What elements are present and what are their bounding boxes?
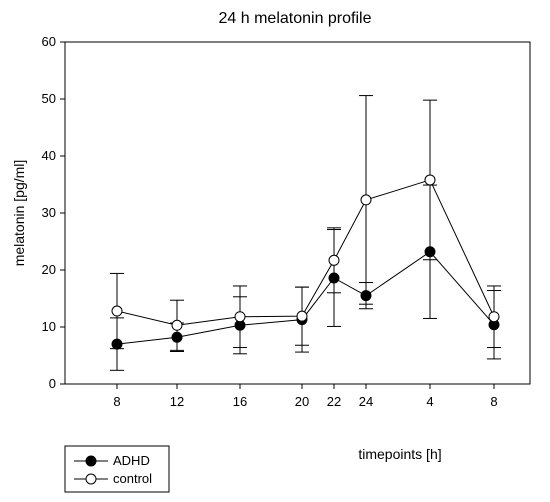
data-point	[488, 311, 500, 323]
data-point	[328, 272, 340, 284]
y-tick-label: 60	[42, 34, 56, 49]
series-markers-adhd	[111, 246, 500, 350]
legend-box	[64, 445, 170, 493]
y-axis-label: melatonin [pg/ml]	[11, 160, 27, 267]
x-tick-label: 8	[490, 394, 497, 409]
series-layer	[110, 95, 501, 371]
data-point	[111, 305, 123, 317]
x-tick-label: 20	[295, 394, 309, 409]
legend-marker	[85, 455, 97, 467]
legend-label: control	[113, 471, 152, 486]
series-line	[116, 179, 495, 326]
series-adhd	[110, 184, 501, 371]
legend-item-control: control	[74, 471, 152, 486]
y-tick-label: 40	[42, 148, 56, 163]
data-point	[328, 254, 340, 266]
x-tick-label: 12	[170, 394, 184, 409]
y-tick-label: 0	[49, 376, 56, 391]
data-point	[424, 246, 436, 258]
legend-item-adhd: ADHD	[74, 453, 150, 468]
data-point	[424, 174, 436, 186]
y-tick-label: 20	[42, 262, 56, 277]
y-tick-label: 10	[42, 319, 56, 334]
legend-marker	[85, 473, 97, 485]
data-point	[234, 311, 246, 323]
x-tick-label: 16	[233, 394, 247, 409]
plot-area: 0 10 20 30 40 50 60 8 12 16 20 22 24 4 8	[42, 34, 531, 409]
chart-title: 24 h melatonin profile	[219, 10, 372, 27]
x-tick-label: 22	[327, 394, 341, 409]
legend-label: ADHD	[113, 453, 150, 468]
series-markers-control	[111, 174, 500, 331]
y-tick-label: 50	[42, 91, 56, 106]
y-axis: 0 10 20 30 40 50 60	[42, 34, 65, 391]
x-tick-label: 24	[359, 394, 373, 409]
data-point	[171, 331, 183, 343]
x-axis-label: timepoints [h]	[358, 446, 441, 462]
legend: ADHD control	[64, 445, 170, 493]
y-tick-label: 30	[42, 205, 56, 220]
x-tick-label: 4	[426, 394, 433, 409]
data-point	[111, 338, 123, 350]
data-point	[296, 310, 308, 322]
x-tick-label: 8	[113, 394, 120, 409]
x-axis: 8 12 16 20 22 24 4 8	[113, 384, 498, 409]
data-point	[360, 290, 372, 302]
series-line	[116, 251, 495, 345]
data-point	[360, 194, 372, 206]
data-point	[171, 319, 183, 331]
plot-frame	[64, 41, 531, 385]
